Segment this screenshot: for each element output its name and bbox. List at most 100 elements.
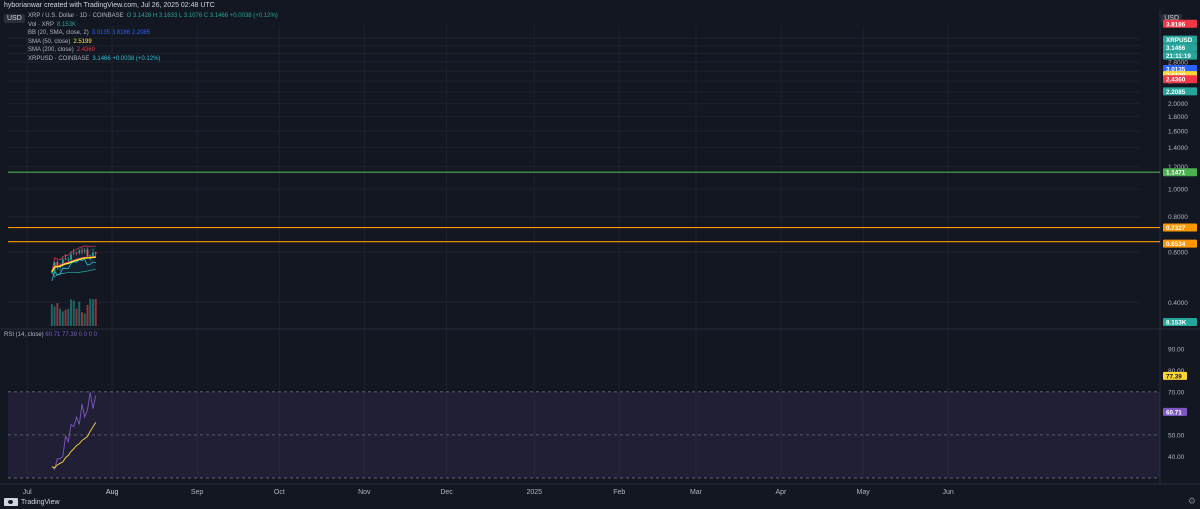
rsi-legend[interactable]: RSI (14, close) 60.71 77.39 0 0 0 0 xyxy=(4,332,97,338)
compare-series-line xyxy=(51,259,96,282)
price-label-text: 2.4360 xyxy=(1166,77,1186,84)
rsi-label-text: 60.71 xyxy=(1166,409,1182,416)
x-tick-label: Jul xyxy=(23,489,32,496)
candle-body xyxy=(70,254,72,260)
volume-bar xyxy=(67,308,70,326)
price-label: 0.7327 xyxy=(1163,223,1197,232)
legend-value: 2.4360 xyxy=(76,47,96,53)
x-tick-label: Feb xyxy=(613,489,625,496)
candle-body xyxy=(61,259,64,265)
price-label-bg xyxy=(1163,51,1197,60)
x-tick-label: 2025 xyxy=(526,489,542,496)
rsi-value-label: 77.39 xyxy=(1163,371,1187,380)
price-label: XRPUSD xyxy=(1163,35,1197,44)
y-tick-label: 2.0000 xyxy=(1168,101,1188,108)
right-currency-label: USD xyxy=(1161,14,1182,23)
volume-bar xyxy=(78,301,81,326)
legend-value: 8.153K xyxy=(57,21,77,28)
y-tick-label: 1.0000 xyxy=(1168,187,1188,194)
legend-name: SMA (50, close) xyxy=(28,38,71,45)
x-tick-label: Jun xyxy=(942,489,953,496)
brand-text: TradingView xyxy=(21,498,60,506)
x-tick-label: Sep xyxy=(191,489,204,496)
x-tick-label: Oct xyxy=(274,489,285,496)
legend-row-compare[interactable]: XRPUSD · COINBASE 3.1466 +0.0038 (+0.12%) xyxy=(28,55,278,64)
x-tick-label: Dec xyxy=(440,489,453,496)
legend-row-main[interactable]: XRP / U.S. Dollar · 1D · COINBASE O 3.142… xyxy=(28,12,278,21)
x-tick-label: Apr xyxy=(775,489,787,496)
price-label: 3.0135 xyxy=(1163,64,1197,73)
legend-value: 3.0135 3.8186 2.2085 xyxy=(91,30,151,36)
rsi-legend-values: 60.71 77.39 0 0 0 0 xyxy=(45,332,98,338)
volume-series xyxy=(50,298,97,326)
candle-body xyxy=(86,249,89,257)
legend-value: 3.1466 +0.0038 (+0.12%) xyxy=(92,55,161,62)
x-tick-label: Aug xyxy=(106,489,119,496)
volume-bar xyxy=(91,299,94,326)
candle-body xyxy=(92,253,94,256)
y-tick-label: 1.8000 xyxy=(1168,114,1188,121)
tradingview-brand: TradingView xyxy=(4,498,60,506)
legend-row-volume[interactable]: Vol · XRP 8.153K xyxy=(28,21,278,30)
price-label-text: 3.1466 xyxy=(1166,45,1186,52)
volume-label-text: 8.153K xyxy=(1166,320,1187,327)
volume-bar xyxy=(72,300,75,326)
candle-body xyxy=(81,250,83,252)
bb-lower-line xyxy=(51,269,96,278)
candle-body xyxy=(50,271,53,273)
price-label-bg xyxy=(1163,168,1197,177)
candle-body xyxy=(94,252,97,254)
y-tick-label: 2.8000 xyxy=(1168,60,1188,67)
x-tick-label: May xyxy=(857,489,871,496)
candle-body xyxy=(89,255,92,257)
y-tick-label: 1.4000 xyxy=(1168,145,1188,152)
volume-bar xyxy=(56,303,59,326)
rsi-legend-name: RSI (14, close) xyxy=(4,332,44,338)
price-label-text: 3.0135 xyxy=(1166,66,1186,73)
candle-body xyxy=(72,252,75,254)
legend-value: O 3.1428 H 3.1633 L 3.1076 C 3.1466 +0.0… xyxy=(126,13,278,19)
candle-body xyxy=(78,250,81,253)
price-label: 0.6534 xyxy=(1163,239,1197,248)
y-tick-label: 1.2000 xyxy=(1168,164,1188,171)
gear-icon[interactable]: ⚙ xyxy=(1187,496,1196,506)
price-label-bg xyxy=(1163,64,1197,73)
volume-label-bg xyxy=(1163,318,1197,326)
x-tick-label: Mar xyxy=(690,489,703,496)
candle-body xyxy=(64,258,67,260)
legend-row-sma50[interactable]: SMA (50, close) 2.5199 xyxy=(28,38,278,47)
rsi-value-label: 60.71 xyxy=(1163,407,1187,416)
rsi-ma-line xyxy=(51,422,97,469)
x-tick-label: Nov xyxy=(358,489,371,496)
legend-name: XRPUSD · COINBASE xyxy=(28,55,90,62)
legend-name: Vol · XRP xyxy=(28,21,55,28)
legend-name: XRP / U.S. Dollar · 1D · COINBASE xyxy=(28,13,124,19)
rsi-y-tick-label: 50.00 xyxy=(1168,432,1185,439)
volume-bar xyxy=(50,304,53,326)
price-label-bg xyxy=(1163,35,1197,44)
price-label-bg xyxy=(1163,239,1197,248)
rsi-label-text: 77.39 xyxy=(1166,373,1182,380)
legend-row-bb[interactable]: BB (20, SMA, close, 2) 3.0135 3.8186 2.20… xyxy=(28,29,278,38)
y-tick-label: 0.8000 xyxy=(1168,214,1188,221)
tradingview-logo-icon xyxy=(4,498,18,506)
y-tick-label: 1.6000 xyxy=(1168,129,1188,136)
legend-row-sma200[interactable]: SMA (200, close) 2.4360 xyxy=(28,46,278,55)
volume-bar xyxy=(61,311,64,326)
volume-bar xyxy=(64,309,67,326)
indicator-legend: XRP / U.S. Dollar · 1D · COINBASE O 3.142… xyxy=(28,12,278,63)
volume-bar xyxy=(59,308,62,326)
volume-bar xyxy=(94,298,97,326)
volume-bar xyxy=(70,299,73,326)
price-label: 3.8186 xyxy=(1163,19,1197,28)
price-label-text: 0.6534 xyxy=(1166,241,1186,248)
y-tick-label: 0.4000 xyxy=(1168,300,1188,307)
price-label-bg xyxy=(1163,87,1197,96)
rsi-label-bg xyxy=(1163,407,1187,416)
rsi-line xyxy=(51,392,97,470)
price-label-bg xyxy=(1163,223,1197,232)
price-label-text: 1.1471 xyxy=(1166,170,1186,177)
volume-bar xyxy=(83,313,86,326)
price-label-bg xyxy=(1163,75,1197,84)
